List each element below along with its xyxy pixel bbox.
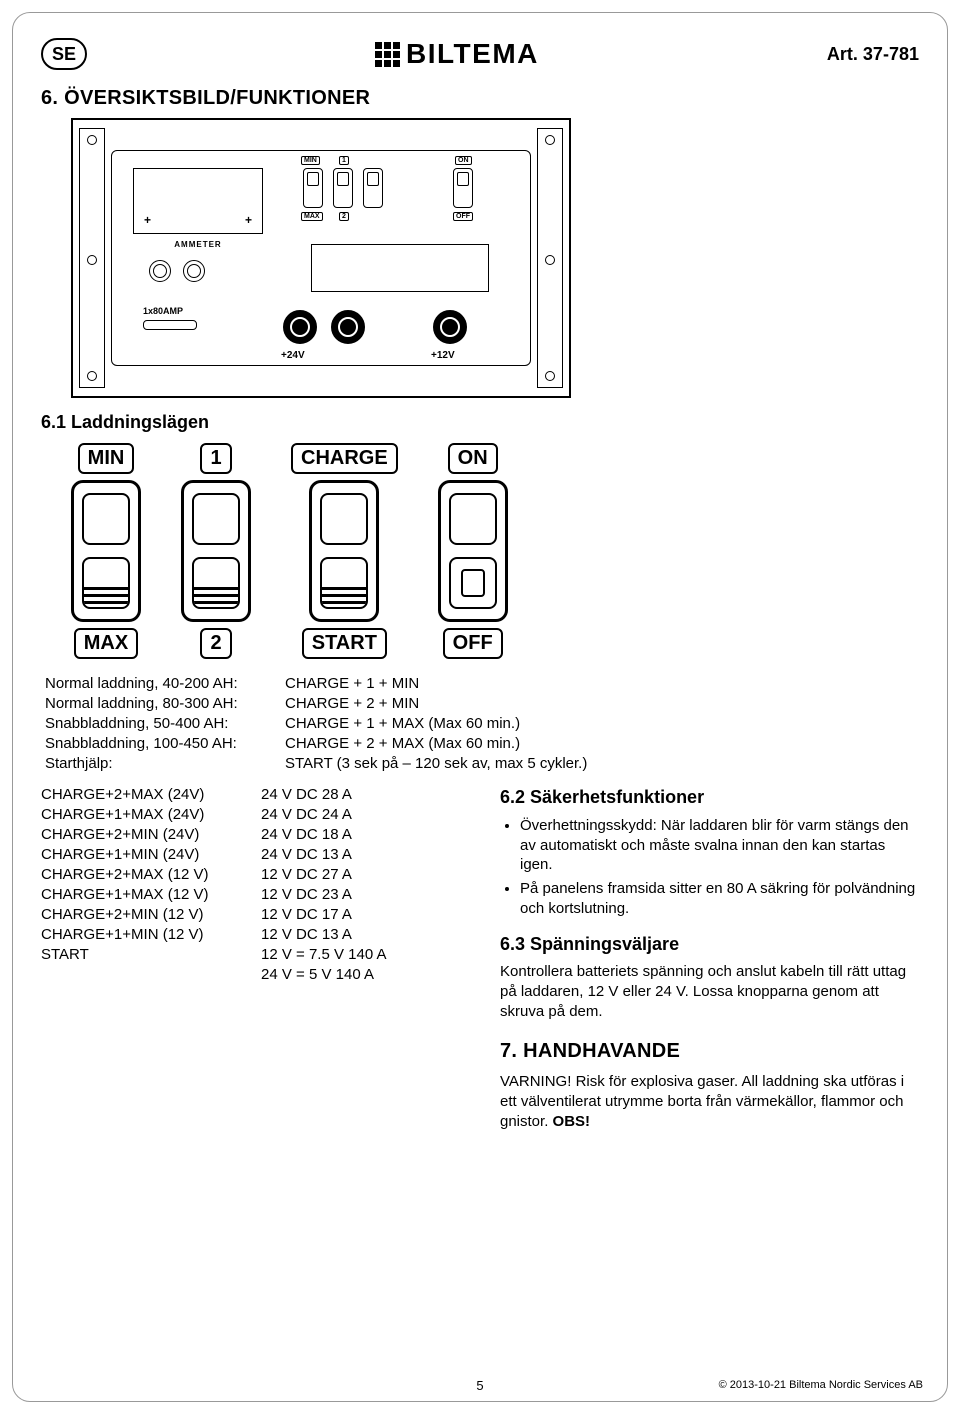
mode-row-value: CHARGE + 1 + MIN <box>285 675 919 692</box>
lbl-max: MAX <box>301 212 323 221</box>
device-diagram: + + AMMETER MIN 1 ON MAX 2 OFF 1x80AMP +… <box>71 118 571 398</box>
spec-value: 12 V = 7.5 V 140 A <box>261 946 460 963</box>
page-frame: SE BILTEMA Art. 37-781 6. ÖVERSIKTSBILD/… <box>12 12 948 1402</box>
obs-label: OBS! <box>553 1113 591 1130</box>
spec-label: CHARGE+2+MAX (12 V) <box>41 866 261 883</box>
safety-bullets: Överhettningsskydd: När laddaren blir fö… <box>500 816 919 919</box>
ammeter: + + <box>133 168 263 234</box>
large-switch-row: MIN MAX 1 2 CHARGE START ON OFF <box>71 443 919 659</box>
switch-on-off: ON OFF <box>438 443 508 659</box>
term-24v-label: +24V <box>281 350 305 361</box>
big-switch-4 <box>438 480 508 622</box>
mode-row-label: Starthjälp: <box>45 755 285 772</box>
lbl-min: MIN <box>301 156 320 165</box>
spec-label: CHARGE+2+MIN (12 V) <box>41 906 261 923</box>
spec-column: CHARGE+2+MAX (24V)24 V DC 28 A CHARGE+1+… <box>41 786 460 983</box>
knob-1 <box>149 260 171 282</box>
country-badge: SE <box>41 38 87 70</box>
sw-charge <box>363 168 383 208</box>
terminal-24v <box>283 310 317 344</box>
terminal-12v <box>433 310 467 344</box>
spec-label: CHARGE+1+MAX (24V) <box>41 806 261 823</box>
section-6-title: 6. ÖVERSIKTSBILD/FUNKTIONER <box>41 87 919 110</box>
big-switch-2 <box>181 480 251 622</box>
mode-row-label: Snabbladdning, 50-400 AH: <box>45 715 285 732</box>
cap-off: OFF <box>443 628 503 659</box>
section-6-2-title: 6.2 Säkerhetsfunktioner <box>500 786 919 810</box>
spec-value: 12 V DC 23 A <box>261 886 460 903</box>
brand-text: BILTEMA <box>406 38 539 70</box>
bullet-item: Överhettningsskydd: När laddaren blir fö… <box>520 816 919 875</box>
spec-label: CHARGE+1+MIN (12 V) <box>41 926 261 943</box>
page-number: 5 <box>476 1378 483 1393</box>
fuse-label: 1x80AMP <box>143 306 183 316</box>
terminal-neg <box>331 310 365 344</box>
page-footer: 5 © 2013-10-21 Biltema Nordic Services A… <box>13 1379 947 1391</box>
lbl-off: OFF <box>453 212 473 221</box>
section-6-3-body: Kontrollera batteriets spänning och ansl… <box>500 962 919 1021</box>
spec-value: 24 V = 5 V 140 A <box>261 966 460 983</box>
section-7-body: VARNING! Risk för explosiva gaser. All l… <box>500 1072 919 1131</box>
term-12v-label: +12V <box>431 350 455 361</box>
spec-value: 24 V DC 28 A <box>261 786 460 803</box>
fuse-icon <box>143 320 197 330</box>
section-7-title: 7. HANDHAVANDE <box>500 1038 919 1064</box>
ammeter-label: AMMETER <box>133 240 263 249</box>
section-6-3-title: 6.3 Spänningsväljare <box>500 933 919 957</box>
cap-start: START <box>302 628 387 659</box>
spec-value: 24 V DC 18 A <box>261 826 460 843</box>
rail-right <box>537 128 563 388</box>
cap-min: MIN <box>78 443 135 474</box>
rating-plate <box>311 244 489 292</box>
lbl-2: 2 <box>339 212 349 221</box>
copyright: © 2013-10-21 Biltema Nordic Services AB <box>719 1379 923 1391</box>
cap-2: 2 <box>200 628 231 659</box>
article-number: Art. 37-781 <box>827 44 919 65</box>
mode-row-value: CHARGE + 2 + MAX (Max 60 min.) <box>285 735 919 752</box>
lbl-1: 1 <box>339 156 349 165</box>
right-text-column: 6.2 Säkerhetsfunktioner Överhettningssky… <box>500 786 919 1132</box>
section-6-1-title: 6.1 Laddningslägen <box>41 412 919 433</box>
mode-row-label: Normal laddning, 40-200 AH: <box>45 675 285 692</box>
spec-value: 12 V DC 17 A <box>261 906 460 923</box>
spec-value: 24 V DC 24 A <box>261 806 460 823</box>
spec-value: 24 V DC 13 A <box>261 846 460 863</box>
sw-12 <box>333 168 353 208</box>
spec-label: CHARGE+1+MAX (12 V) <box>41 886 261 903</box>
spec-label: CHARGE+2+MIN (24V) <box>41 826 261 843</box>
spec-label: CHARGE+1+MIN (24V) <box>41 846 261 863</box>
lbl-on: ON <box>455 156 472 165</box>
switch-charge-start: CHARGE START <box>291 443 398 659</box>
cap-max: MAX <box>74 628 138 659</box>
knob-2 <box>183 260 205 282</box>
switch-min-max: MIN MAX <box>71 443 141 659</box>
cap-charge: CHARGE <box>291 443 398 474</box>
big-switch-3 <box>309 480 379 622</box>
two-column-lower: CHARGE+2+MAX (24V)24 V DC 28 A CHARGE+1+… <box>41 786 919 1132</box>
brand-logo: BILTEMA <box>375 38 539 70</box>
spec-label: START <box>41 946 261 963</box>
big-switch-1 <box>71 480 141 622</box>
cap-1: 1 <box>200 443 231 474</box>
mode-row-value: CHARGE + 2 + MIN <box>285 695 919 712</box>
spec-table: CHARGE+2+MAX (24V)24 V DC 28 A CHARGE+1+… <box>41 786 460 983</box>
rail-left <box>79 128 105 388</box>
mode-row-value: CHARGE + 1 + MAX (Max 60 min.) <box>285 715 919 732</box>
mode-row-value: START (3 sek på – 120 sek av, max 5 cykl… <box>285 755 919 772</box>
modes-table: Normal laddning, 40-200 AH:CHARGE + 1 + … <box>45 675 919 772</box>
switch-1-2: 1 2 <box>181 443 251 659</box>
sw-minmax <box>303 168 323 208</box>
mode-row-label: Normal laddning, 80-300 AH: <box>45 695 285 712</box>
page-header: SE BILTEMA Art. 37-781 <box>41 31 919 77</box>
mode-row-label: Snabbladdning, 100-450 AH: <box>45 735 285 752</box>
spec-label <box>41 966 261 983</box>
sw-onoff <box>453 168 473 208</box>
brand-checker-icon <box>375 42 400 67</box>
cap-on: ON <box>448 443 498 474</box>
bullet-item: På panelens framsida sitter en 80 A säkr… <box>520 879 919 919</box>
spec-label: CHARGE+2+MAX (24V) <box>41 786 261 803</box>
spec-value: 12 V DC 13 A <box>261 926 460 943</box>
spec-value: 12 V DC 27 A <box>261 866 460 883</box>
